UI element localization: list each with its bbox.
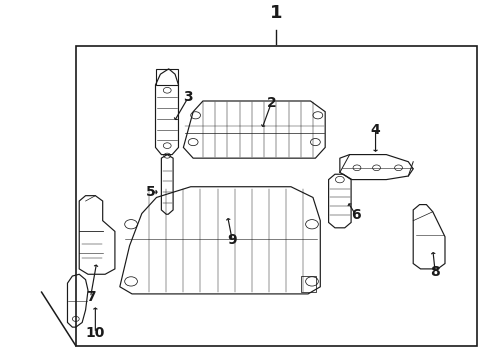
Text: 6: 6	[350, 208, 360, 222]
Text: 10: 10	[85, 326, 105, 340]
Bar	[76, 46, 476, 346]
Text: 9: 9	[227, 233, 237, 247]
Bar	[300, 276, 316, 292]
Text: 3: 3	[183, 90, 193, 104]
Text: 4: 4	[370, 122, 380, 136]
Text: 1: 1	[269, 4, 282, 22]
Text: 8: 8	[429, 265, 439, 279]
Text: 7: 7	[85, 291, 95, 305]
Text: 2: 2	[266, 96, 276, 110]
Text: 5: 5	[145, 185, 155, 199]
